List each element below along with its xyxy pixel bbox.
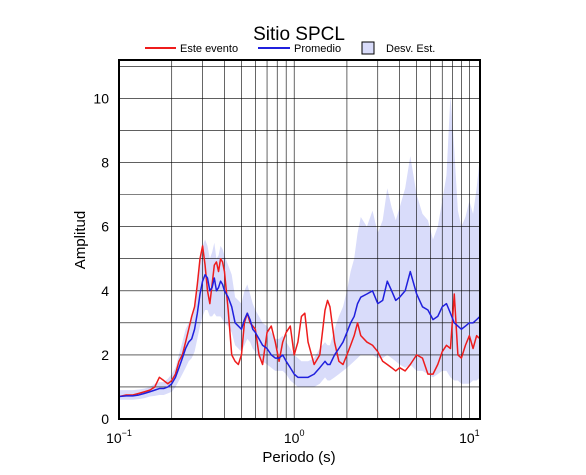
chart-title: Sitio SPCL [253, 24, 345, 45]
y-tick-label: 6 [101, 219, 109, 235]
grid-layer [118, 60, 480, 419]
series-este-evento [118, 245, 481, 398]
y-axis-label: Amplitud [72, 211, 89, 269]
band-layer [119, 95, 480, 400]
legend: Este evento Promedio Desv. Est. [145, 41, 435, 55]
band-desv-est [119, 95, 480, 400]
frame-layer [118, 59, 481, 420]
legend-label-promedio: Promedio [294, 43, 341, 55]
x-tick-base: 10 [284, 430, 300, 446]
y-tick-label: 2 [101, 347, 109, 363]
series-promedio [118, 270, 481, 398]
x-tick-exponent: 1 [475, 428, 480, 438]
x-tick-label: 10−1 [106, 428, 132, 446]
y-tick-label: 10 [93, 90, 109, 106]
plot-frame [118, 59, 481, 420]
x-tick-base: 10 [106, 430, 122, 446]
y-tick-label: 0 [101, 411, 109, 427]
x-tick-label: 100 [284, 428, 305, 446]
x-tick-exponent: −1 [122, 428, 132, 438]
legend-label-desv-est: Desv. Est. [386, 43, 435, 55]
legend-label-este-evento: Este evento [180, 43, 238, 55]
x-tick-base: 10 [459, 430, 475, 446]
x-axis-label: Periodo (s) [262, 449, 335, 466]
x-tick-exponent: 0 [299, 428, 304, 438]
y-tick-label: 8 [101, 155, 109, 171]
series-layer [118, 245, 481, 398]
y-tick-label: 4 [101, 283, 109, 299]
x-tick-label: 101 [459, 428, 480, 446]
legend-swatch-desv-est [361, 41, 375, 55]
